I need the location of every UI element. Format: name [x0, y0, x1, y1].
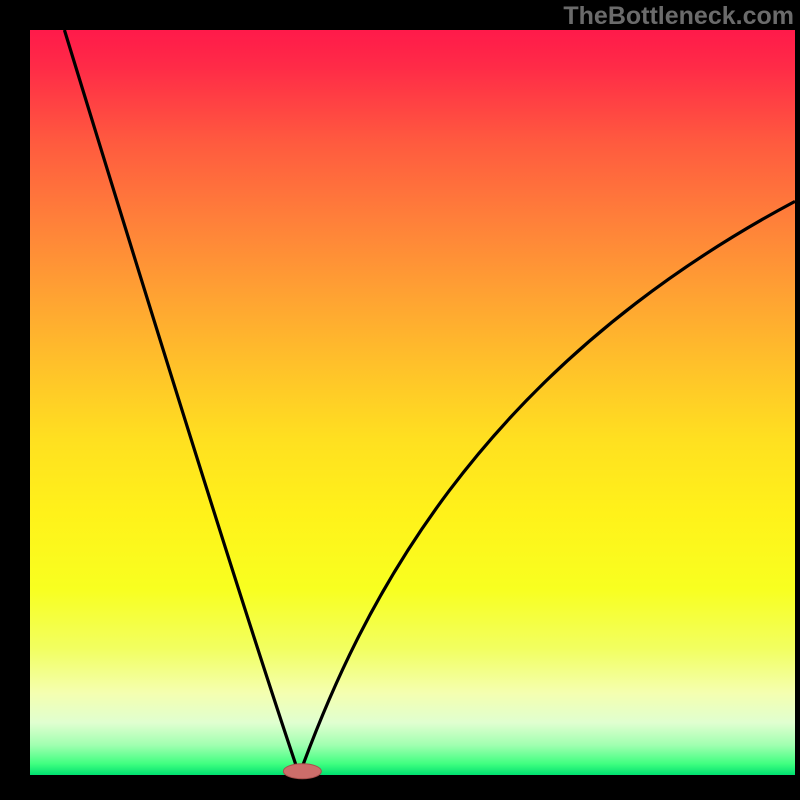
chart-container: TheBottleneck.com: [0, 0, 800, 800]
watermark-text: TheBottleneck.com: [563, 2, 794, 31]
bottleneck-curve: [64, 30, 795, 775]
chart-svg: [0, 0, 800, 800]
optimal-marker: [283, 764, 321, 779]
